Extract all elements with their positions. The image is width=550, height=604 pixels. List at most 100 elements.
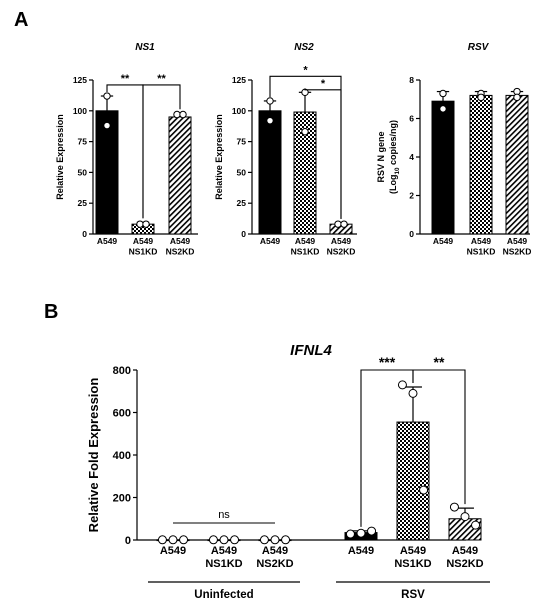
- data-point: [345, 529, 355, 539]
- data-point: [334, 220, 342, 228]
- bar: [258, 110, 282, 235]
- data-point: [157, 535, 167, 545]
- y-tick-label: 8: [409, 75, 414, 85]
- x-tick-label: A549: [211, 545, 237, 557]
- y-tick-label: 125: [73, 75, 87, 85]
- data-point: [439, 89, 447, 98]
- significance-label: **: [121, 73, 130, 85]
- x-tick-label: NS2KD: [166, 247, 195, 257]
- significance-bracket: [304, 88, 342, 219]
- y-tick-label: 125: [232, 75, 246, 85]
- data-point: [208, 535, 218, 545]
- x-tick-label: A549: [331, 236, 352, 246]
- x-tick-label: A549: [260, 236, 281, 246]
- y-tick-label: 0: [409, 229, 414, 239]
- significance-label: *: [303, 64, 308, 76]
- y-tick-label: 50: [78, 167, 88, 177]
- significance-bracket: [142, 84, 181, 219]
- data-point: [477, 93, 485, 102]
- y-tick-label: 100: [73, 106, 87, 116]
- x-tick-label: NS1KD: [129, 247, 158, 257]
- x-tick-label: NS2KD: [327, 247, 356, 257]
- data-point: [136, 220, 144, 228]
- y-tick-label: 0: [241, 229, 246, 239]
- panel-label-a: A: [14, 9, 28, 31]
- data-point: [259, 535, 269, 545]
- data-point: [340, 220, 348, 228]
- y-tick-label: 4: [409, 152, 414, 162]
- y-tick-label: 2: [409, 190, 414, 200]
- data-point: [219, 535, 229, 545]
- y-tick-label: 0: [82, 229, 87, 239]
- y-axis-label: Relative Expression: [214, 114, 224, 200]
- x-tick-label: A549: [170, 236, 191, 246]
- group-label: Uninfected: [194, 589, 253, 601]
- x-tick-label: NS2KD: [256, 558, 293, 570]
- x-tick-label: NS2KD: [446, 558, 483, 570]
- y-tick-label: 600: [113, 407, 131, 419]
- data-point: [439, 105, 447, 113]
- y-tick-label: 100: [232, 106, 246, 116]
- x-tick-label: A549: [433, 236, 454, 246]
- x-tick-label: NS1KD: [467, 247, 496, 257]
- x-tick-label: A549: [507, 236, 528, 246]
- group-label: RSV: [401, 589, 425, 601]
- data-point: [513, 93, 521, 102]
- chart-title: NS1: [135, 42, 155, 53]
- bar: [505, 94, 529, 235]
- x-tick-label: A549: [160, 545, 186, 557]
- y-tick-label: 50: [237, 167, 247, 177]
- data-point: [449, 502, 459, 512]
- x-tick-label: A549: [400, 545, 426, 557]
- bar: [396, 421, 430, 541]
- bar: [168, 116, 192, 235]
- chart-title: RSV: [468, 42, 490, 53]
- y-tick-label: 25: [78, 198, 88, 208]
- y-axis-label: Relative Fold Expression: [86, 378, 101, 533]
- significance-label: **: [157, 73, 166, 85]
- y-tick-label: 800: [113, 365, 131, 377]
- y-tick-label: 200: [113, 492, 131, 504]
- chart-ifnl4: IFNL4 0 200 400 600 800 Relative Fold Expressi…: [86, 342, 490, 601]
- data-point: [397, 380, 407, 390]
- x-tick-label: NS1KD: [291, 247, 320, 257]
- data-point: [266, 97, 274, 105]
- y-tick-label: 75: [78, 137, 88, 147]
- data-point: [367, 526, 377, 536]
- data-point: [103, 121, 111, 130]
- x-tick-label: A549: [452, 545, 478, 557]
- significance-bracket: [412, 369, 466, 505]
- data-point: [460, 512, 470, 522]
- y-axis-label: Relative Expression: [55, 114, 65, 200]
- data-point: [179, 110, 187, 119]
- bar: [431, 100, 455, 235]
- ns-label: ns: [218, 509, 230, 521]
- y-tick-label: 75: [237, 137, 247, 147]
- x-tick-label: A549: [133, 236, 154, 246]
- data-point: [281, 535, 291, 545]
- data-point: [266, 116, 274, 125]
- data-point: [168, 535, 178, 545]
- data-point: [179, 535, 189, 545]
- x-tick-label: A549: [97, 236, 118, 246]
- x-tick-label: A549: [471, 236, 492, 246]
- chart-title: NS2: [294, 42, 314, 53]
- x-tick-label: A549: [262, 545, 288, 557]
- significance-label: ***: [379, 354, 396, 370]
- y-tick-label: 25: [237, 198, 247, 208]
- data-point: [103, 92, 111, 100]
- x-tick-label: A549: [295, 236, 316, 246]
- x-tick-label: A549: [348, 545, 374, 557]
- data-point: [356, 528, 366, 538]
- y-axis-label-units: (Log10 copies/ng): [388, 120, 401, 194]
- y-tick-label: 400: [113, 450, 131, 462]
- chart-ns1: NS1 0 25 50 75 100 125 Relative Expression A549 A…: [55, 42, 198, 257]
- panel-label-b: B: [44, 301, 58, 323]
- data-point: [471, 520, 481, 530]
- chart-rsv: RSV 0 2 4 6 8 RSV N gene(Log10 copies/ng) A549 A…: [376, 42, 531, 257]
- x-tick-label: NS1KD: [394, 558, 431, 570]
- significance-label: **: [434, 354, 445, 370]
- y-axis-label: RSV N gene: [376, 131, 386, 182]
- data-point: [301, 128, 309, 136]
